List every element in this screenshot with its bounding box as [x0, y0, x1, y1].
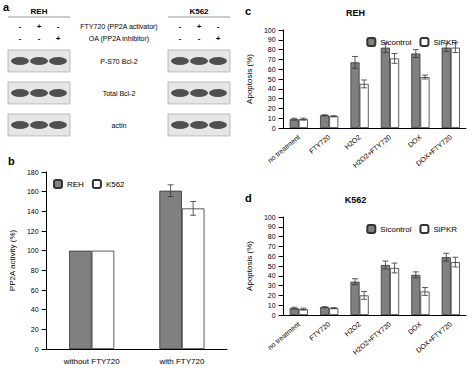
svg-text:10: 10	[268, 302, 276, 309]
svg-text:40: 40	[268, 272, 276, 279]
svg-text:PP2A activity (%): PP2A activity (%)	[8, 229, 17, 291]
svg-text:-: -	[19, 22, 22, 31]
svg-text:-: -	[19, 34, 22, 43]
svg-text:60: 60	[268, 66, 276, 73]
svg-text:50: 50	[268, 76, 276, 83]
svg-text:SiPKR: SiPKR	[433, 225, 457, 234]
svg-text:+: +	[37, 22, 42, 31]
svg-text:Apoptosis (%): Apoptosis (%)	[245, 241, 254, 291]
svg-text:60: 60	[268, 253, 276, 260]
svg-text:REH: REH	[67, 180, 84, 189]
svg-text:d: d	[245, 192, 252, 204]
svg-text:without FTY720: without FTY720	[63, 357, 121, 366]
svg-text:H2O2: H2O2	[343, 133, 362, 150]
svg-text:10: 10	[268, 115, 276, 122]
svg-text:SiPKR: SiPKR	[433, 38, 457, 47]
svg-text:K562: K562	[189, 7, 209, 16]
svg-text:DOX: DOX	[407, 320, 423, 335]
svg-text:-: -	[198, 34, 201, 43]
svg-text:DOX+FTY720: DOX+FTY720	[415, 133, 453, 167]
svg-text:70: 70	[268, 243, 276, 250]
svg-text:80: 80	[268, 46, 276, 53]
svg-text:180: 180	[27, 169, 39, 176]
svg-text:Apoptosis (%): Apoptosis (%)	[245, 54, 254, 104]
svg-text:-: -	[57, 22, 60, 31]
svg-text:0: 0	[272, 125, 276, 132]
svg-text:30: 30	[268, 95, 276, 102]
svg-text:OA (PP2A inhibitor): OA (PP2A inhibitor)	[89, 35, 149, 43]
svg-text:30: 30	[268, 282, 276, 289]
svg-text:FTY720: FTY720	[308, 320, 332, 341]
svg-text:Sicontrol: Sicontrol	[380, 38, 411, 47]
svg-text:-: -	[179, 22, 182, 31]
svg-text:actin: actin	[112, 122, 127, 129]
svg-text:20: 20	[31, 326, 39, 333]
svg-text:-: -	[179, 34, 182, 43]
svg-text:20: 20	[268, 105, 276, 112]
svg-text:120: 120	[27, 228, 39, 235]
svg-text:0: 0	[272, 312, 276, 319]
svg-text:Total Bcl-2: Total Bcl-2	[103, 90, 136, 97]
svg-text:60: 60	[31, 287, 39, 294]
svg-text:+: +	[216, 34, 221, 43]
svg-text:a: a	[3, 1, 10, 13]
svg-text:no treatment: no treatment	[266, 320, 301, 351]
svg-text:100: 100	[264, 214, 276, 221]
svg-text:H2O2+FTY720: H2O2+FTY720	[352, 133, 393, 169]
svg-text:FTY720: FTY720	[308, 133, 332, 154]
svg-text:+: +	[56, 34, 61, 43]
svg-text:REH: REH	[346, 8, 365, 18]
svg-text:REH: REH	[31, 7, 48, 16]
svg-text:+: +	[197, 22, 202, 31]
svg-text:90: 90	[268, 223, 276, 230]
svg-text:H2O2: H2O2	[343, 320, 362, 337]
svg-text:-: -	[217, 22, 220, 31]
svg-text:140: 140	[27, 208, 39, 215]
svg-text:P-S70 Bcl-2: P-S70 Bcl-2	[100, 58, 137, 65]
svg-text:100: 100	[27, 247, 39, 254]
svg-text:160: 160	[27, 188, 39, 195]
svg-text:H2O2+FTY720: H2O2+FTY720	[352, 320, 393, 356]
svg-text:DOX: DOX	[407, 133, 423, 148]
svg-text:90: 90	[268, 36, 276, 43]
svg-text:70: 70	[268, 56, 276, 63]
svg-text:100: 100	[264, 27, 276, 34]
svg-text:0: 0	[35, 346, 39, 353]
svg-text:c: c	[245, 5, 251, 17]
svg-text:K562: K562	[106, 180, 125, 189]
svg-text:Sicontrol: Sicontrol	[380, 225, 411, 234]
svg-text:80: 80	[268, 233, 276, 240]
svg-text:40: 40	[268, 85, 276, 92]
svg-text:-: -	[38, 34, 41, 43]
svg-text:80: 80	[31, 267, 39, 274]
svg-text:with FTY720: with FTY720	[158, 357, 204, 366]
svg-text:K562: K562	[345, 195, 367, 205]
svg-text:DOX+FTY720: DOX+FTY720	[415, 320, 453, 354]
svg-text:20: 20	[268, 292, 276, 299]
svg-text:no treatment: no treatment	[266, 133, 301, 164]
svg-text:40: 40	[31, 306, 39, 313]
svg-text:b: b	[8, 155, 15, 167]
svg-text:FTY720 (PP2A activator): FTY720 (PP2A activator)	[80, 23, 157, 31]
svg-text:50: 50	[268, 263, 276, 270]
